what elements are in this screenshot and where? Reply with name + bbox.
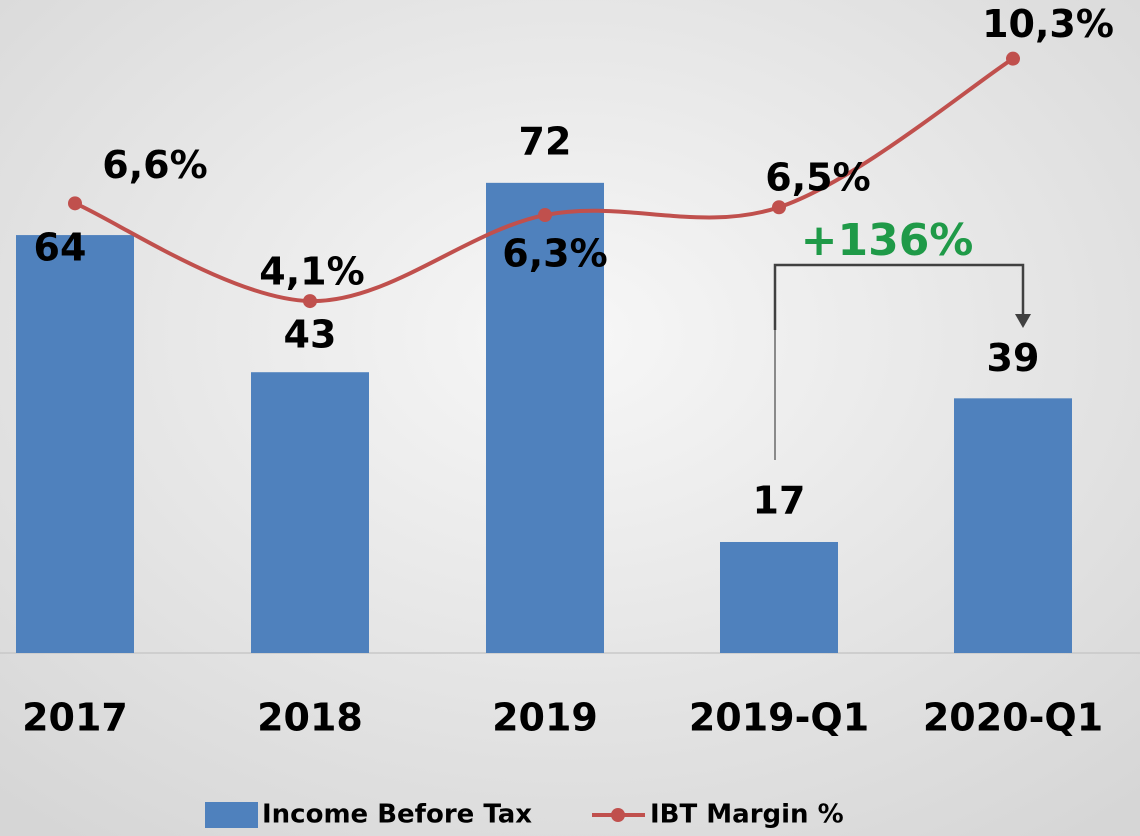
line-marker	[538, 208, 552, 223]
legend-label: IBT Margin %	[650, 800, 844, 830]
bar	[486, 182, 604, 653]
legend: Income Before Tax IBT Margin %	[205, 800, 844, 830]
x-tick-label: 2020-Q1	[923, 696, 1103, 740]
bars	[16, 182, 1072, 653]
line-marker	[1006, 51, 1020, 66]
data-label: 6,6%	[102, 143, 207, 187]
data-label: 64	[34, 226, 87, 270]
x-tick-label: 2019-Q1	[689, 696, 869, 740]
arrow-head	[1015, 314, 1031, 328]
data-label: 6,5%	[765, 156, 870, 200]
line-series	[68, 51, 1020, 309]
data-label: 17	[753, 478, 806, 522]
x-tick-label: 2019	[492, 696, 598, 740]
line-marker	[772, 200, 786, 215]
bracket	[773, 263, 1025, 330]
x-tick-label: 2018	[257, 696, 363, 740]
annotation-bracket	[773, 263, 1031, 460]
annotation: +136%	[801, 215, 974, 266]
data-label: 10,3%	[982, 2, 1114, 46]
data-label: 39	[987, 336, 1040, 380]
line-marker	[68, 196, 82, 211]
bar	[251, 372, 369, 653]
legend-swatch	[611, 808, 625, 822]
data-label: 43	[284, 313, 337, 357]
legend-label: Income Before Tax	[262, 800, 532, 830]
legend-swatch	[205, 802, 258, 828]
bar	[720, 541, 838, 653]
line-marker	[303, 294, 317, 309]
data-label: 6,3%	[502, 232, 607, 276]
data-label: 4,1%	[259, 250, 364, 294]
x-tick-label: 2017	[22, 696, 128, 740]
labels: 2017 2018 2019 2019-Q1 2020-Q1 64 43 72 17 39 6,6%…	[22, 2, 1114, 739]
data-label: 72	[519, 119, 572, 163]
bar	[16, 235, 134, 653]
bar	[954, 398, 1072, 653]
